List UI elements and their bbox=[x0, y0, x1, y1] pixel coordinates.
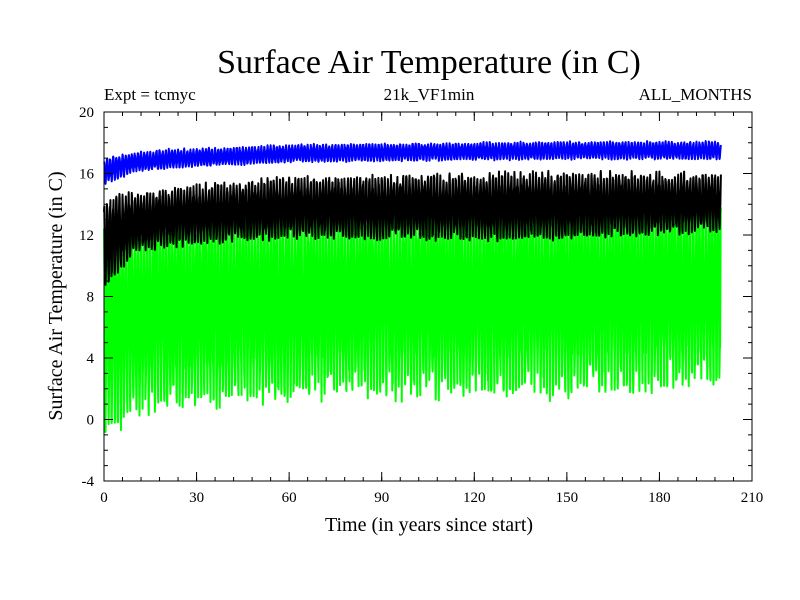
series-layer bbox=[103, 140, 722, 433]
series-line-global_max_seasonal bbox=[103, 140, 722, 185]
x-tick-label: 60 bbox=[282, 490, 297, 506]
x-tick-label: 210 bbox=[741, 490, 764, 506]
chart-subtitle-center: 21k_VF1min bbox=[384, 85, 475, 104]
y-tick-label: -4 bbox=[82, 474, 95, 490]
axis-layer: 0 30 60 90 120 150 180 210 -4 0 4 8 12 16 20 bbox=[79, 105, 763, 506]
y-tick-label: 16 bbox=[79, 167, 95, 183]
y-tick-label: 0 bbox=[87, 413, 95, 429]
chart-subtitle-left: Expt = tcmyc bbox=[104, 85, 196, 104]
x-tick-label: 120 bbox=[463, 490, 486, 506]
x-axis-label: Time (in years since start) bbox=[325, 514, 533, 536]
y-tick-label: 20 bbox=[79, 105, 94, 121]
y-tick-label: 12 bbox=[79, 228, 94, 244]
x-tick-label: 0 bbox=[100, 490, 108, 506]
x-tick-label: 30 bbox=[189, 490, 204, 506]
x-tick-label: 180 bbox=[648, 490, 671, 506]
chart-subtitle-right: ALL_MONTHS bbox=[639, 85, 752, 104]
series-line-global_mean bbox=[103, 169, 722, 286]
chart-title: Surface Air Temperature (in C) bbox=[217, 44, 641, 81]
x-tick-label: 90 bbox=[374, 490, 389, 506]
y-axis-label: Surface Air Temperature (in C) bbox=[45, 171, 67, 420]
y-tick-label: 4 bbox=[87, 351, 95, 367]
x-tick-label: 150 bbox=[556, 490, 579, 506]
y-tick-label: 8 bbox=[87, 290, 95, 306]
